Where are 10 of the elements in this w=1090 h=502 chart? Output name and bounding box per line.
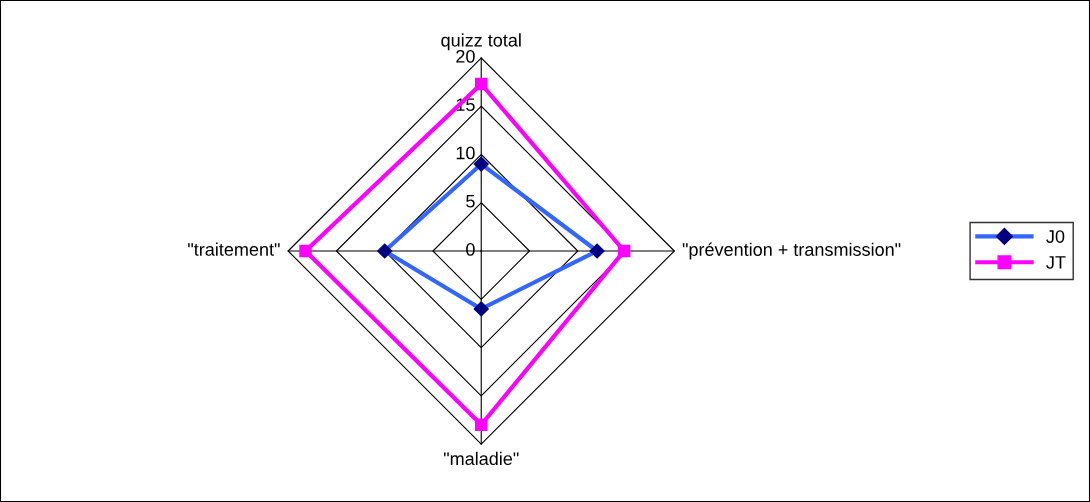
legend-label: JT — [1046, 256, 1066, 269]
spoke-label: "prévention + transmission" — [682, 242, 901, 260]
y-tick-label: 5 — [466, 194, 475, 208]
spoke-label: "maladie" — [443, 451, 519, 466]
legend-label: J0 — [1046, 230, 1065, 243]
y-tick-label: 20 — [456, 49, 475, 63]
spoke-label: "traitement" — [188, 242, 280, 256]
y-tick-label: 10 — [456, 146, 475, 160]
y-tick-label: 0 — [466, 243, 475, 256]
spoke-label: quizz total — [441, 33, 521, 51]
